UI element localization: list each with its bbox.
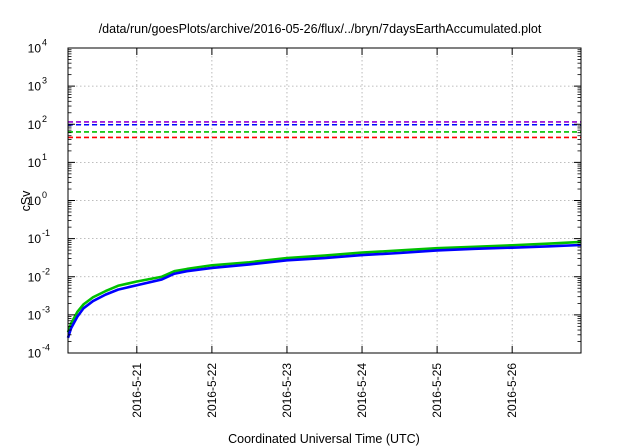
y-tick-exponent: -3 bbox=[42, 304, 50, 314]
y-tick-label: 10 bbox=[28, 232, 42, 246]
y-tick-label: 10 bbox=[28, 80, 42, 94]
y-tick-exponent: 3 bbox=[42, 76, 47, 86]
y-tick-mantissa: 10 bbox=[28, 270, 42, 284]
y-tick-exponent: -1 bbox=[42, 228, 50, 238]
x-tick-label: 2016-5-22 bbox=[205, 363, 219, 418]
y-tick-exponent: 1 bbox=[42, 152, 47, 162]
y-tick-label: 10 bbox=[28, 118, 42, 132]
y-tick-mantissa: 10 bbox=[28, 80, 42, 94]
y-tick-mantissa: 10 bbox=[28, 308, 42, 322]
y-tick-exponent: -2 bbox=[42, 266, 50, 276]
y-tick-exponent: 2 bbox=[42, 114, 47, 124]
grid bbox=[68, 48, 581, 353]
y-tick-label: 10 bbox=[28, 42, 42, 56]
x-tick-label: 2016-5-21 bbox=[130, 363, 144, 418]
x-tick-label: 2016-5-23 bbox=[280, 363, 294, 418]
y-tick-mantissa: 10 bbox=[28, 194, 42, 208]
x-tick-label: 2016-5-26 bbox=[505, 363, 519, 418]
x-tick-labels: 2016-5-21 2016-5-22 2016-5-23 2016-5-24 2016… bbox=[130, 363, 519, 418]
series-lines bbox=[66, 240, 582, 339]
y-tick-exponent: 4 bbox=[42, 38, 47, 48]
y-tick-mantissa: 10 bbox=[28, 118, 42, 132]
y-tick-label: 10 bbox=[28, 308, 42, 322]
y-axis-label: cSv bbox=[19, 190, 33, 212]
y-tick-label: 10 bbox=[28, 270, 42, 284]
y-tick-exponent: 0 bbox=[42, 190, 47, 200]
chart-title: /data/run/goesPlots/archive/2016-05-26/f… bbox=[98, 22, 542, 36]
threshold-lines bbox=[68, 121, 581, 139]
x-axis-label: Coordinated Universal Time (UTC) bbox=[228, 432, 420, 446]
y-tick-label: 10 bbox=[28, 156, 42, 170]
x-tick-label: 2016-5-25 bbox=[430, 363, 444, 418]
y-tick-mantissa: 10 bbox=[28, 156, 42, 170]
y-tick-mantissa: 10 bbox=[28, 232, 42, 246]
series-line bbox=[66, 243, 582, 339]
y-tick-exponent: -4 bbox=[42, 343, 50, 353]
series-line bbox=[66, 240, 582, 333]
y-tick-label: 10 bbox=[28, 347, 42, 361]
y-tick-mantissa: 10 bbox=[28, 42, 42, 56]
x-tick-label: 2016-5-24 bbox=[355, 363, 369, 418]
y-tick-label: 10 bbox=[28, 194, 42, 208]
axis-ticks bbox=[68, 47, 581, 354]
y-tick-mantissa: 10 bbox=[28, 347, 42, 361]
